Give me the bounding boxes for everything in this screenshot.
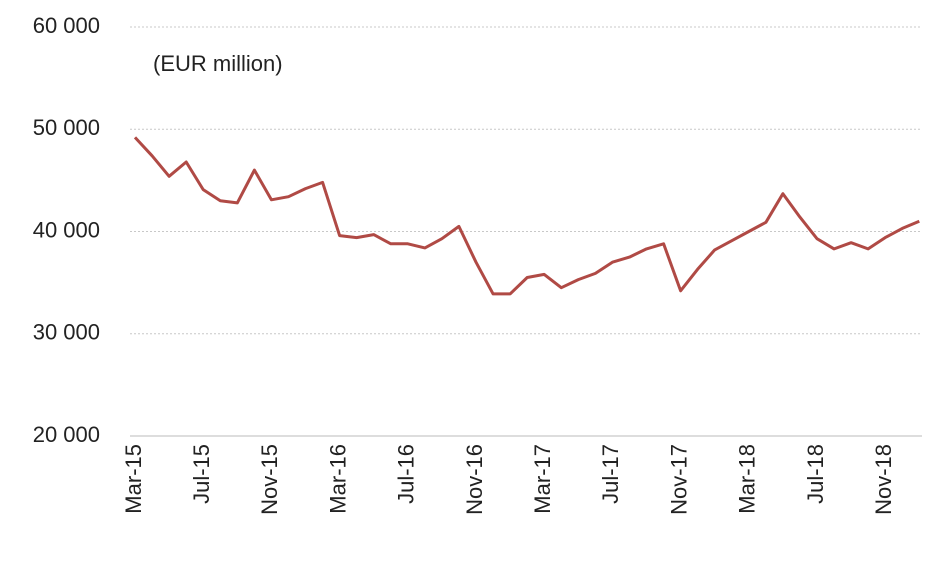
y-tick-label: 60 000 bbox=[33, 13, 100, 38]
x-tick-label: Mar-15 bbox=[121, 444, 146, 514]
y-tick-label: 30 000 bbox=[33, 320, 100, 345]
y-tick-label: 40 000 bbox=[33, 217, 100, 242]
x-tick-label: Jul-18 bbox=[803, 444, 828, 504]
annotation: (EUR million) bbox=[153, 51, 283, 76]
x-tick-label: Nov-17 bbox=[666, 444, 691, 515]
x-tick-label: Nov-15 bbox=[257, 444, 282, 515]
y-tick-label: 20 000 bbox=[33, 422, 100, 447]
x-tick-label: Nov-18 bbox=[871, 444, 896, 515]
x-tick-label: Jul-17 bbox=[598, 444, 623, 504]
y-tick-label: 50 000 bbox=[33, 115, 100, 140]
x-tick-label: Nov-16 bbox=[462, 444, 487, 515]
x-tick-label: Jul-15 bbox=[189, 444, 214, 504]
x-tick-label: Mar-18 bbox=[735, 444, 760, 514]
data-line bbox=[133, 136, 920, 296]
x-tick-label: Jul-16 bbox=[394, 444, 419, 504]
x-tick-label: Mar-16 bbox=[325, 444, 350, 514]
x-tick-label: Mar-17 bbox=[530, 444, 555, 514]
